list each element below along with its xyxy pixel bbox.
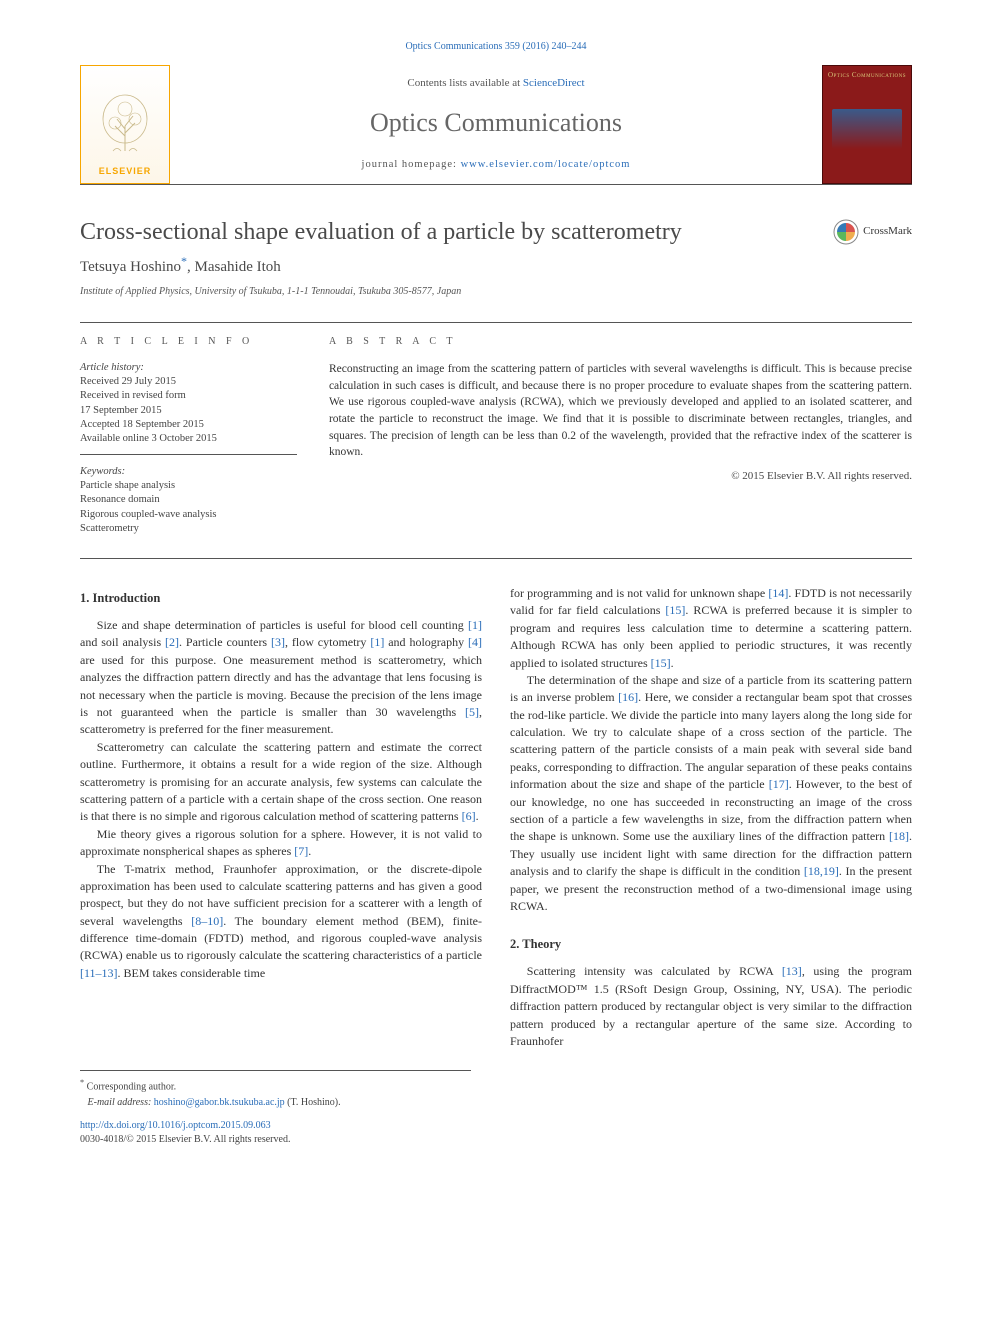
body-text: . (308, 844, 311, 858)
body-text: . (671, 656, 674, 670)
citation-link[interactable]: [8–10] (191, 914, 223, 928)
sciencedirect-link[interactable]: ScienceDirect (523, 77, 585, 89)
journal-cover-thumbnail[interactable]: Optics Communications (822, 65, 912, 184)
received-date: Received 29 July 2015 (80, 375, 297, 389)
body-text: . BEM takes considerable time (118, 966, 266, 980)
section-heading-theory: 2. Theory (510, 935, 912, 953)
homepage-prefix: journal homepage: (362, 159, 461, 170)
citation-link[interactable]: [18,19] (804, 864, 839, 878)
citation-link[interactable]: [2] (165, 635, 179, 649)
author-list: Tetsuya Hoshino*, Masahide Itoh (80, 253, 912, 279)
elsevier-wordmark: ELSEVIER (99, 165, 152, 178)
elsevier-tree-icon (95, 91, 155, 161)
journal-cover-title: Optics Communications (828, 72, 906, 80)
footnotes-block: * Corresponding author. E-mail address: … (80, 1070, 471, 1147)
author-affiliation: Institute of Applied Physics, University… (80, 285, 912, 300)
body-paragraph: Mie theory gives a rigorous solution for… (80, 826, 482, 861)
citation-link[interactable]: [16] (618, 690, 638, 704)
journal-masthead: ELSEVIER Contents lists available at Sci… (80, 65, 912, 185)
revised-date: 17 September 2015 (80, 404, 297, 418)
body-text: and holography (384, 635, 468, 649)
author-2[interactable]: , Masahide Itoh (187, 259, 281, 275)
crossmark-icon (833, 219, 859, 245)
body-text: and soil analysis (80, 635, 165, 649)
article-info-column: A R T I C L E I N F O Article history: R… (80, 322, 313, 558)
masthead-center: Contents lists available at ScienceDirec… (170, 65, 822, 184)
keywords-label: Keywords: (80, 465, 297, 479)
citation-link[interactable]: [11–13] (80, 966, 118, 980)
body-text: . (476, 809, 479, 823)
abstract-column: A B S T R A C T Reconstructing an image … (313, 323, 912, 558)
history-label: Article history: (80, 361, 297, 375)
body-paragraph: Scattering intensity was calculated by R… (510, 963, 912, 1050)
doi-link[interactable]: http://dx.doi.org/10.1016/j.optcom.2015.… (80, 1119, 471, 1134)
keyword-3: Rigorous coupled-wave analysis (80, 508, 297, 522)
body-text: , flow cytometry (285, 635, 370, 649)
body-paragraph: The T-matrix method, Fraunhofer approxim… (80, 861, 482, 983)
keyword-2: Resonance domain (80, 493, 297, 507)
revised-label: Received in revised form (80, 389, 297, 403)
citation-link[interactable]: [6] (462, 809, 476, 823)
section-heading-introduction: 1. Introduction (80, 589, 482, 607)
email-footnote: E-mail address: hoshino@gabor.bk.tsukuba… (80, 1096, 471, 1111)
article-info-label: A R T I C L E I N F O (80, 335, 297, 350)
issn-copyright: 0030-4018/© 2015 Elsevier B.V. All right… (80, 1133, 471, 1148)
elsevier-logo[interactable]: ELSEVIER (80, 65, 170, 184)
citation-link[interactable]: [5] (465, 705, 479, 719)
body-text: . Particle counters (179, 635, 271, 649)
article-body: 1. Introduction Size and shape determina… (80, 585, 912, 1051)
journal-homepage-link[interactable]: www.elsevier.com/locate/optcom (461, 159, 631, 170)
corresponding-author-footnote: * Corresponding author. (80, 1077, 471, 1095)
body-paragraph: Size and shape determination of particle… (80, 617, 482, 739)
abstract-copyright: © 2015 Elsevier B.V. All rights reserved… (329, 469, 912, 485)
author-email-link[interactable]: hoshino@gabor.bk.tsukuba.ac.jp (154, 1097, 285, 1108)
email-label: E-mail address: (88, 1097, 154, 1108)
citation-link[interactable]: [1] (370, 635, 384, 649)
body-paragraph: Scatterometry can calculate the scatteri… (80, 739, 482, 826)
crossmark-badge[interactable]: CrossMark (833, 219, 912, 245)
journal-cover-art (832, 109, 902, 149)
accepted-date: Accepted 18 September 2015 (80, 418, 297, 432)
citation-link[interactable]: [15] (665, 603, 685, 617)
abstract-text: Reconstructing an image from the scatter… (329, 361, 912, 461)
contents-available-line: Contents lists available at ScienceDirec… (178, 76, 814, 92)
citation-link[interactable]: [7] (294, 844, 308, 858)
body-paragraph: for programming and is not valid for unk… (510, 585, 912, 672)
body-text: Scatterometry can calculate the scatteri… (80, 740, 482, 824)
body-text: Size and shape determination of particle… (97, 618, 468, 632)
body-paragraph: The determination of the shape and size … (510, 672, 912, 915)
journal-homepage-line: journal homepage: www.elsevier.com/locat… (178, 157, 814, 172)
crossmark-label: CrossMark (863, 224, 912, 240)
citation-link[interactable]: [14] (768, 586, 788, 600)
author-1[interactable]: Tetsuya Hoshino (80, 259, 181, 275)
journal-name: Optics Communications (178, 104, 814, 142)
citation-link[interactable]: [15] (651, 656, 671, 670)
body-text: for programming and is not valid for unk… (510, 586, 768, 600)
abstract-label: A B S T R A C T (329, 335, 912, 350)
contents-prefix: Contents lists available at (407, 77, 522, 89)
citation-link[interactable]: [3] (271, 635, 285, 649)
body-text: are used for this purpose. One measureme… (80, 653, 482, 719)
keyword-4: Scatterometry (80, 522, 297, 536)
body-text: Scattering intensity was calculated by R… (527, 964, 782, 978)
citation-link[interactable]: [17] (769, 777, 789, 791)
keyword-1: Particle shape analysis (80, 479, 297, 493)
article-title: Cross-sectional shape evaluation of a pa… (80, 215, 833, 250)
citation-link[interactable]: [4] (468, 635, 482, 649)
page-header-citation[interactable]: Optics Communications 359 (2016) 240–244 (80, 40, 912, 55)
citation-link[interactable]: [18] (889, 829, 909, 843)
body-text: Mie theory gives a rigorous solution for… (80, 827, 482, 858)
citation-link[interactable]: [1] (468, 618, 482, 632)
email-tail: (T. Hoshino). (285, 1097, 341, 1108)
corresponding-author-text: Corresponding author. (87, 1082, 176, 1093)
citation-link[interactable]: [13] (782, 964, 802, 978)
online-date: Available online 3 October 2015 (80, 432, 297, 446)
